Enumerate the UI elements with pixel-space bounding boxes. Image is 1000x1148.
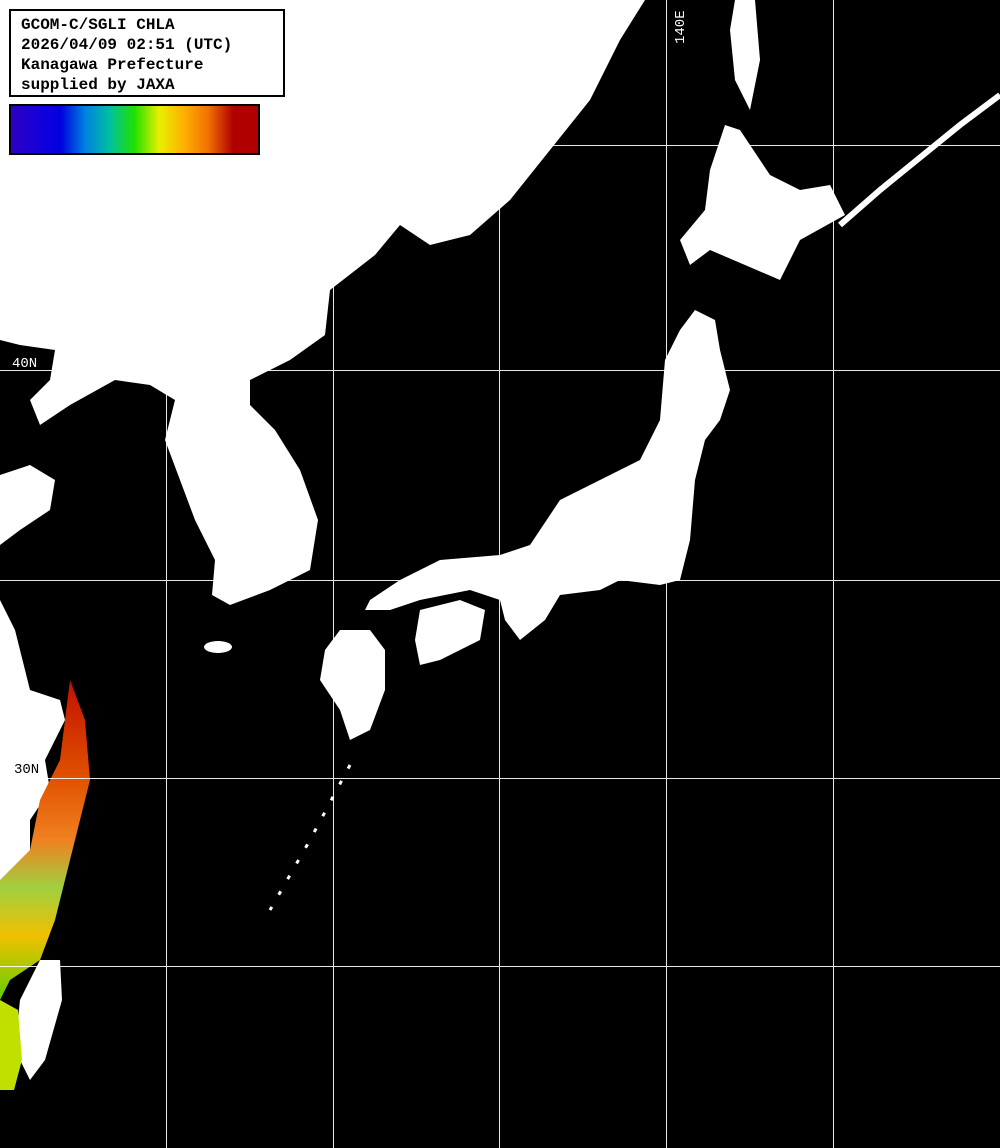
latitude-label-40n: 40N bbox=[12, 356, 37, 372]
region-name: Kanagawa Prefecture bbox=[21, 56, 204, 74]
jeju-island bbox=[204, 641, 232, 653]
kuril-islands bbox=[838, 92, 1000, 228]
chlorophyll-patch-taiwan bbox=[0, 1000, 22, 1090]
shikoku bbox=[415, 600, 485, 665]
color-scale-bar bbox=[9, 104, 260, 155]
longitude-label: 140E bbox=[673, 10, 689, 44]
kyushu bbox=[320, 630, 385, 740]
observation-time: 2026/04/09 02:51 (UTC) bbox=[21, 36, 233, 54]
ryukyu-islands bbox=[268, 764, 352, 911]
honshu bbox=[365, 310, 730, 640]
sakhalin bbox=[730, 0, 760, 110]
shandong-peninsula bbox=[0, 465, 55, 545]
product-title: GCOM-C/SGLI CHLA bbox=[21, 16, 175, 34]
hokkaido bbox=[680, 125, 845, 280]
latitude-label-30n: 30N bbox=[14, 762, 39, 778]
china-south-coast bbox=[0, 600, 65, 900]
info-box: GCOM-C/SGLI CHLA 2026/04/09 02:51 (UTC) … bbox=[9, 9, 285, 97]
chlorophyll-patch bbox=[0, 680, 90, 1000]
taiwan bbox=[15, 960, 62, 1080]
data-source: supplied by JAXA bbox=[21, 76, 175, 94]
